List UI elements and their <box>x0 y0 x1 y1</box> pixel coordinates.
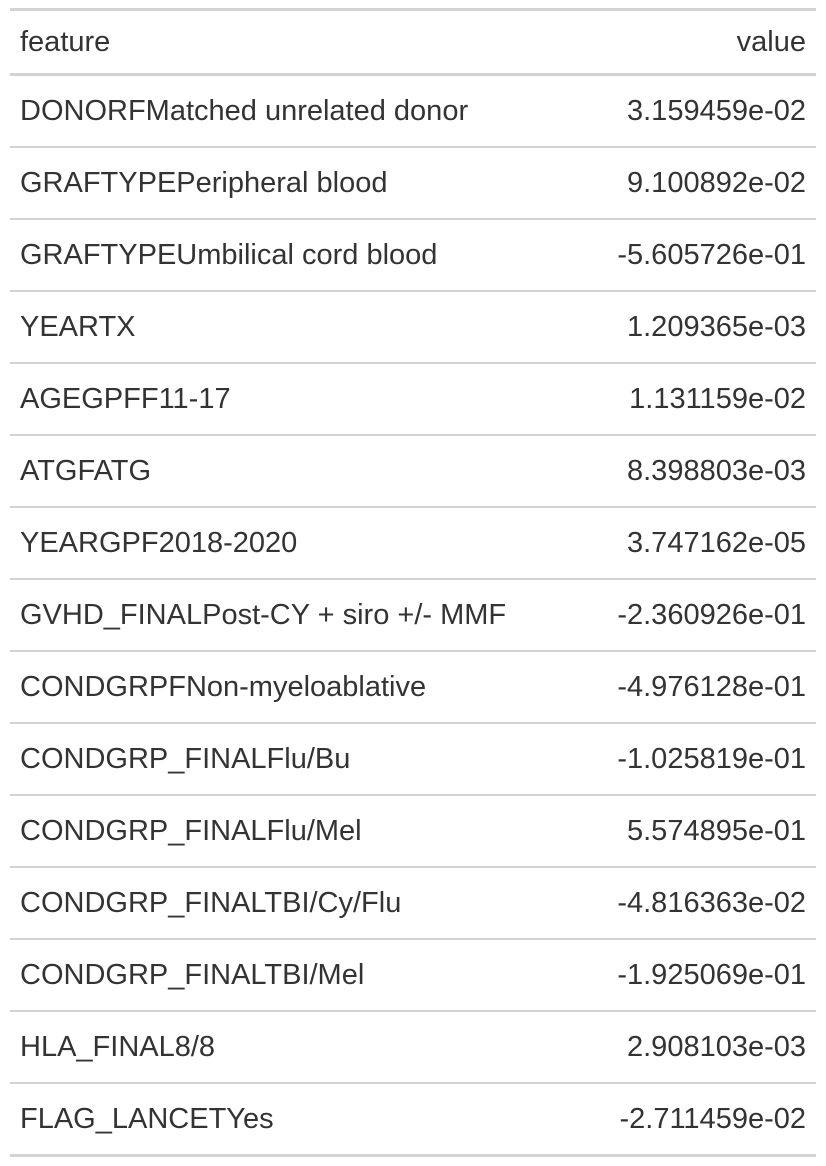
value-cell: 2.908103e-03 <box>566 1010 816 1083</box>
feature-cell: CONDGRPFNon-myeloablative <box>10 650 566 723</box>
value-cell: -2.360926e-01 <box>566 578 816 651</box>
table-row: YEARGPF2018-2020 3.747162e-05 <box>10 506 816 579</box>
value-cell: 8.398803e-03 <box>566 434 816 507</box>
value-cell: -2.711459e-02 <box>566 1082 816 1156</box>
table-header: feature value <box>10 9 816 76</box>
feature-cell: GVHD_FINALPost-CY + siro +/- MMF <box>10 578 566 651</box>
value-cell: -1.025819e-01 <box>566 722 816 795</box>
value-cell: -4.816363e-02 <box>566 866 816 939</box>
feature-cell: GRAFTYPEUmbilical cord blood <box>10 218 566 291</box>
value-cell: 5.574895e-01 <box>566 794 816 867</box>
table-row: CONDGRP_FINALTBI/Mel -1.925069e-01 <box>10 938 816 1011</box>
feature-cell: HLA_FINAL8/8 <box>10 1010 566 1083</box>
table-row: GRAFTYPEUmbilical cord blood -5.605726e-0… <box>10 218 816 291</box>
column-header-feature: feature <box>10 9 566 76</box>
value-cell: 1.209365e-03 <box>566 290 816 363</box>
column-header-value: value <box>566 9 816 76</box>
feature-cell: YEARTX <box>10 290 566 363</box>
feature-cell: CONDGRP_FINALFlu/Mel <box>10 794 566 867</box>
header-row: feature value <box>10 9 816 76</box>
table-row: FLAG_LANCETYes -2.711459e-02 <box>10 1082 816 1156</box>
table-body: DONORFMatched unrelated donor 3.159459e-0… <box>10 75 816 1156</box>
table-row: CONDGRP_FINALFlu/Bu -1.025819e-01 <box>10 722 816 795</box>
feature-cell: DONORFMatched unrelated donor <box>20 94 469 127</box>
feature-cell: GRAFTYPEPeripheral blood <box>10 146 566 219</box>
feature-cell: AGEGPFF11-17 <box>10 362 566 435</box>
value-cell: 3.747162e-05 <box>566 506 816 579</box>
value-cell: 3.159459e-02 <box>627 94 806 127</box>
feature-value-table-container: feature value DONORFMatched unrelated do… <box>10 8 816 1157</box>
feature-cell: ATGFATG <box>10 434 566 507</box>
table-row: DONORFMatched unrelated donor 3.159459e-0… <box>10 75 816 148</box>
table-row: CONDGRP_FINALTBI/Cy/Flu -4.816363e-02 <box>10 866 816 939</box>
feature-value-table: feature value DONORFMatched unrelated do… <box>10 8 816 1157</box>
table-row: YEARTX 1.209365e-03 <box>10 290 816 363</box>
feature-cell: CONDGRP_FINALTBI/Cy/Flu <box>10 866 566 939</box>
table-row: GVHD_FINALPost-CY + siro +/- MMF -2.36092… <box>10 578 816 651</box>
table-row: HLA_FINAL8/8 2.908103e-03 <box>10 1010 816 1083</box>
value-cell: 1.131159e-02 <box>566 362 816 435</box>
feature-cell: YEARGPF2018-2020 <box>10 506 566 579</box>
table-row: CONDGRPFNon-myeloablative -4.976128e-01 <box>10 650 816 723</box>
feature-cell: CONDGRP_FINALFlu/Bu <box>10 722 566 795</box>
feature-cell: CONDGRP_FINALTBI/Mel <box>10 938 566 1011</box>
value-cell: -1.925069e-01 <box>566 938 816 1011</box>
table-row: GRAFTYPEPeripheral blood 9.100892e-02 <box>10 146 816 219</box>
value-cell: 9.100892e-02 <box>566 146 816 219</box>
table-row: ATGFATG 8.398803e-03 <box>10 434 816 507</box>
value-cell: -4.976128e-01 <box>566 650 816 723</box>
feature-cell: FLAG_LANCETYes <box>10 1082 566 1156</box>
value-cell: -5.605726e-01 <box>566 218 816 291</box>
table-row: CONDGRP_FINALFlu/Mel 5.574895e-01 <box>10 794 816 867</box>
table-row: AGEGPFF11-17 1.131159e-02 <box>10 362 816 435</box>
